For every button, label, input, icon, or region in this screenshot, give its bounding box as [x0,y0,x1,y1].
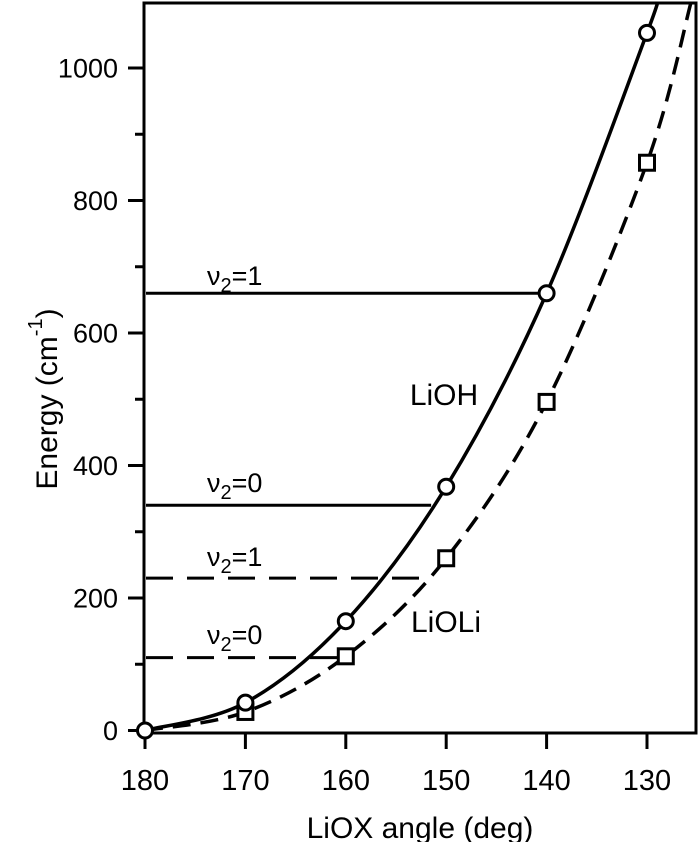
energy-level-label: ν2=1 [207,261,262,297]
x-axis-tick-label: 130 [623,765,671,797]
lioh-data-point-circle [336,612,355,631]
y-axis-title: Energy (cm-1) [25,308,64,489]
x-axis-tick-label: 140 [522,765,570,797]
lioli-curve [144,3,693,733]
x-axis-title: LiOX angle (deg) [307,812,534,842]
lioh-curve [144,3,660,733]
lioli-data-point-square [437,549,456,568]
lioh-data-point-circle [136,721,154,740]
lioli-data-point-square [336,647,355,666]
y-axis-tick-label: 800 [73,186,118,216]
lioh-data-point-circle [236,693,255,712]
energy-level-label: ν2=0 [207,468,262,504]
energy-level-label: ν2=1 [207,542,262,578]
y-axis-tick-label: 400 [73,451,118,481]
lioh-data-point-circle [638,23,656,42]
lioh-data-point-circle [437,477,456,496]
lioli-data-point-square [638,153,656,172]
x-axis-tick-label: 160 [322,765,370,797]
y-axis-tick-label: 600 [73,319,118,349]
plot-frame [142,1,698,735]
lioh-data-point-circle [537,284,556,303]
lioli-data-point-square [537,392,556,411]
series-label-lioli: LiOLi [411,606,481,639]
series-label-lioh: LiOH [410,379,478,412]
y-axis-tick-label: 0 [103,716,118,746]
y-axis-tick-label: 1000 [58,54,118,84]
x-axis-tick-label: 180 [121,765,169,797]
x-axis-tick-label: 150 [422,765,470,797]
y-axis-tick-label: 200 [73,584,118,614]
x-axis-tick-label: 170 [221,765,269,797]
energy-level-label: ν2=0 [207,620,262,656]
